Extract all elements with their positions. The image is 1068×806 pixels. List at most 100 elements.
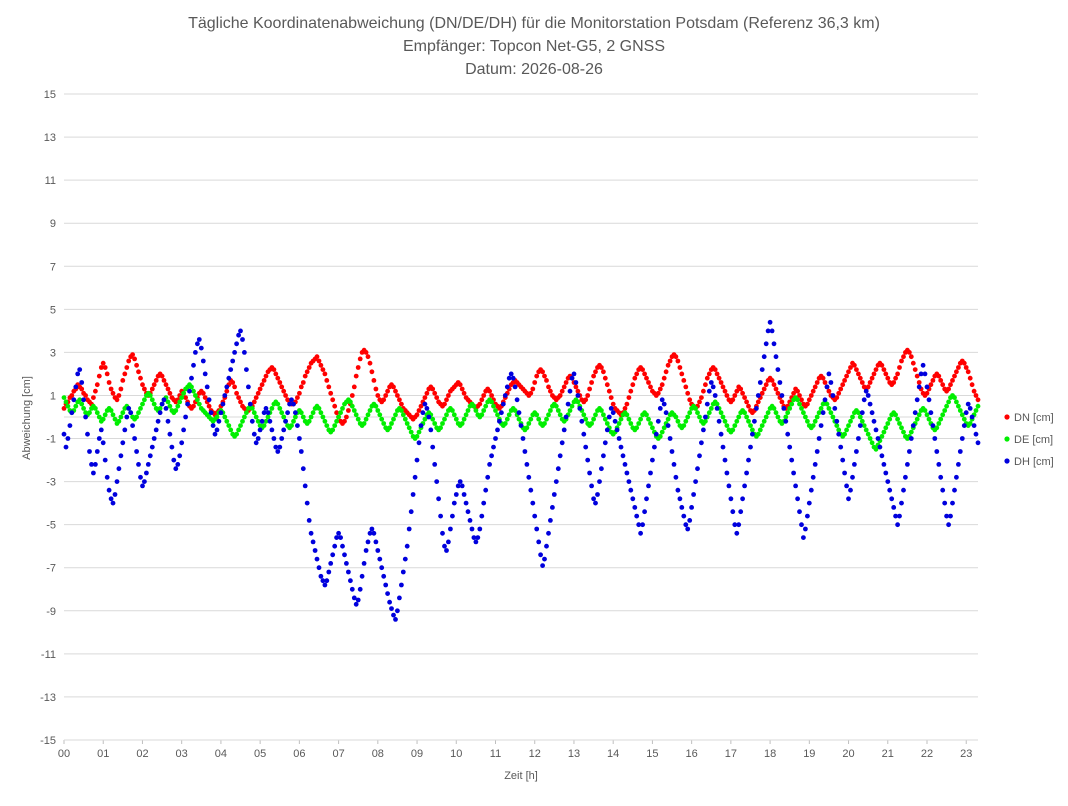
data-point [775, 390, 781, 396]
y-tick-label: 7 [50, 261, 56, 273]
data-point [579, 418, 585, 424]
data-point [961, 423, 967, 428]
data-point [948, 513, 953, 519]
data-point [373, 403, 379, 409]
data-point [491, 444, 496, 450]
data-point [961, 360, 967, 366]
data-point [528, 390, 534, 396]
data-point [899, 425, 904, 431]
y-axis-label: Abweichung [cm] [21, 376, 33, 460]
data-point [957, 449, 963, 454]
data-point [718, 380, 724, 385]
data-point [934, 449, 940, 454]
data-point [395, 393, 400, 398]
data-point [646, 380, 651, 385]
data-point [367, 408, 373, 413]
data-point [534, 526, 540, 532]
data-point [936, 373, 942, 379]
data-point [924, 390, 930, 396]
data-point [432, 390, 438, 396]
data-point [65, 403, 71, 409]
data-point [446, 539, 451, 545]
data-point [430, 444, 436, 450]
data-point [318, 410, 324, 416]
data-point [673, 354, 679, 360]
data-point [832, 406, 838, 411]
data-point [575, 393, 581, 398]
y-tick-label: -7 [46, 563, 56, 575]
data-point [381, 397, 387, 403]
data-point [548, 408, 553, 413]
data-point [516, 410, 522, 416]
data-point [805, 513, 810, 519]
data-point [234, 390, 240, 396]
data-point [546, 384, 551, 390]
data-point [318, 362, 324, 368]
data-point [183, 395, 189, 400]
data-point [450, 513, 455, 519]
data-point [187, 388, 192, 394]
data-point [218, 410, 224, 416]
data-point [316, 406, 322, 411]
data-point [561, 384, 567, 390]
data-point [220, 401, 226, 407]
data-point [281, 427, 287, 433]
data-point [836, 431, 842, 437]
data-point [544, 378, 549, 383]
data-point [810, 388, 816, 394]
data-point [377, 412, 383, 418]
data-point [540, 369, 545, 375]
data-point [502, 393, 508, 398]
data-point [100, 416, 106, 422]
data-point [251, 431, 257, 437]
data-point [481, 500, 487, 506]
data-point [738, 509, 744, 515]
data-point [905, 462, 910, 467]
data-point [675, 487, 681, 493]
data-point [863, 427, 869, 433]
data-point [397, 595, 402, 601]
data-point [342, 552, 347, 558]
data-point [657, 406, 663, 411]
data-point [622, 406, 628, 411]
data-point [634, 425, 640, 431]
data-point [122, 371, 128, 377]
data-point [965, 369, 971, 375]
data-point [106, 380, 112, 385]
y-tick-label: 1 [50, 390, 56, 402]
data-point [287, 401, 292, 407]
data-point [326, 569, 332, 575]
data-point [371, 378, 377, 383]
data-point [557, 393, 563, 398]
data-point [551, 492, 557, 497]
data-point [238, 423, 243, 428]
data-point [873, 446, 879, 452]
data-point [822, 397, 828, 403]
data-point [336, 414, 341, 420]
data-point [665, 416, 671, 422]
data-point [857, 414, 863, 420]
data-point [795, 388, 800, 394]
data-point [308, 530, 314, 536]
data-point [138, 474, 143, 480]
data-point [430, 386, 436, 392]
data-point [75, 371, 81, 377]
data-point [371, 530, 377, 536]
data-point [734, 418, 740, 424]
data-point [202, 395, 208, 400]
data-point [830, 393, 836, 398]
data-point [98, 365, 104, 370]
data-point [916, 384, 922, 390]
data-point [808, 393, 814, 398]
data-point [440, 530, 445, 536]
data-point [840, 382, 846, 388]
data-point [418, 423, 424, 428]
data-point [571, 371, 577, 377]
x-tick-label: 20 [842, 748, 854, 760]
data-point [754, 406, 759, 411]
data-point [775, 414, 781, 420]
data-point [671, 462, 677, 467]
data-point [163, 406, 169, 411]
data-point [657, 434, 663, 439]
data-point [844, 483, 849, 489]
